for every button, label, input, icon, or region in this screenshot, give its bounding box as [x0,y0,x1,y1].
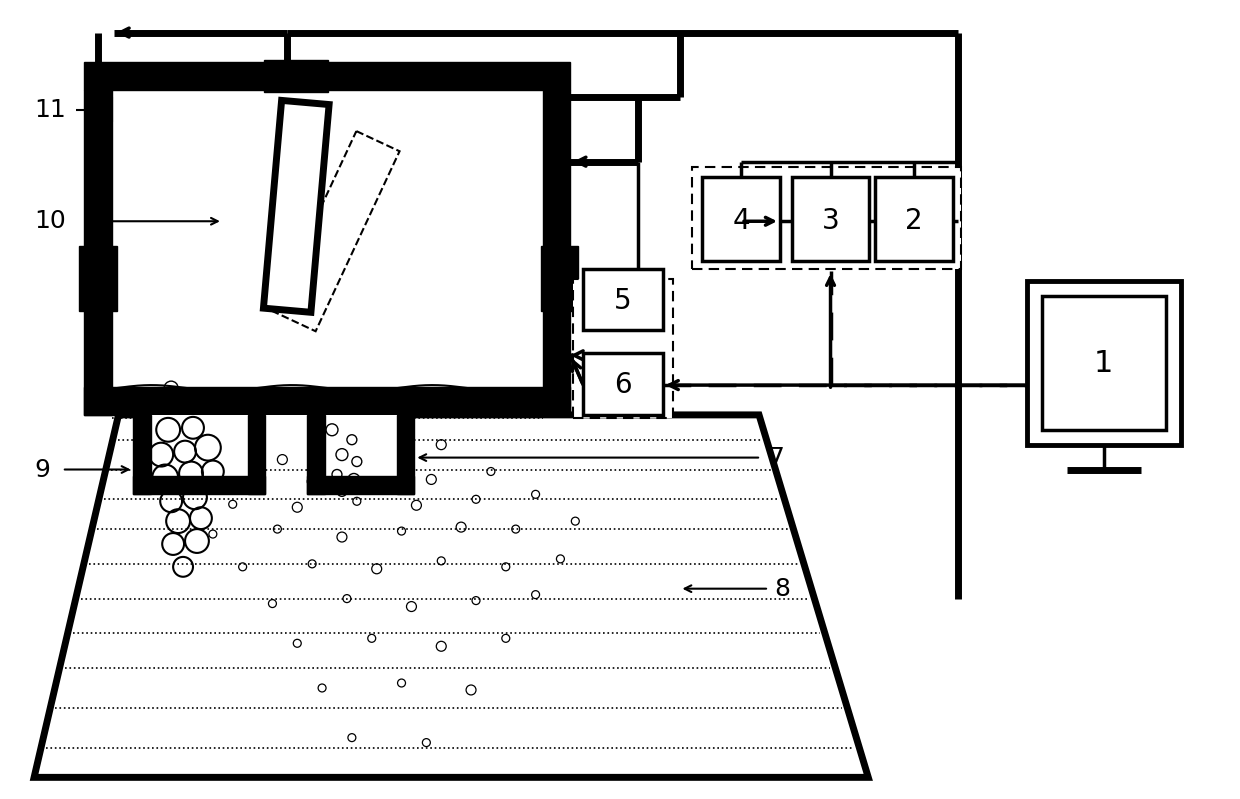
Bar [308,476,414,495]
Bar [583,353,662,415]
Bar [84,62,570,90]
Bar [541,246,578,311]
Text: 11: 11 [35,98,66,122]
Bar [248,415,325,445]
Bar [397,415,414,495]
Polygon shape [273,131,399,332]
Text: 1: 1 [1094,348,1114,378]
Text: 7: 7 [769,446,785,470]
Bar [264,61,329,92]
Bar [583,269,662,331]
Text: 4: 4 [733,207,750,235]
Bar [702,177,780,261]
Text: 2: 2 [905,207,923,235]
Bar [112,90,543,415]
Bar [84,90,112,415]
Bar [134,415,151,495]
Bar [573,279,672,418]
Polygon shape [263,101,329,312]
Bar [543,90,570,415]
Text: 10: 10 [35,209,66,233]
Bar [79,246,117,311]
Bar [112,90,543,387]
Bar [84,387,570,415]
Text: 6: 6 [614,371,632,400]
Text: 5: 5 [614,287,632,315]
Text: 8: 8 [774,577,790,601]
Bar [792,177,869,261]
Polygon shape [35,415,868,777]
Text: 3: 3 [822,207,839,235]
Bar [1042,296,1166,430]
Bar [875,177,952,261]
Bar [248,415,265,495]
Bar [308,415,325,495]
Bar [692,167,961,269]
Bar [1027,280,1180,445]
Text: 9: 9 [35,458,50,482]
Bar [325,415,397,495]
Bar [134,476,265,495]
Bar [151,415,248,495]
